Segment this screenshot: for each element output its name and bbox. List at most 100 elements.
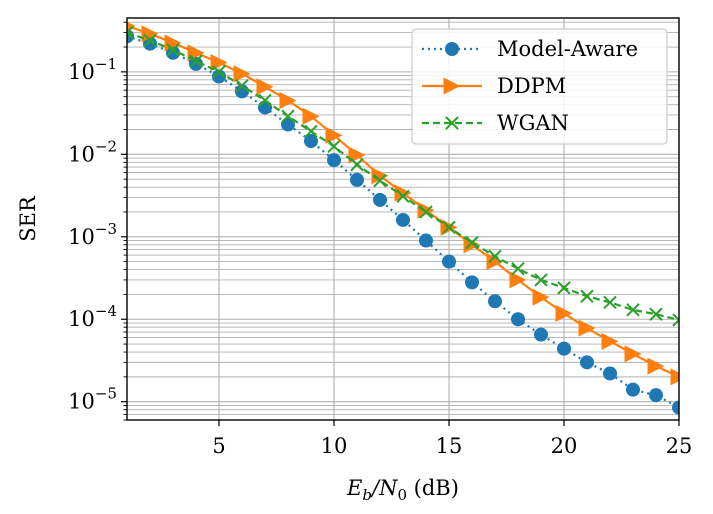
y-tick-label: 10−1: [68, 55, 117, 84]
data-point: [603, 366, 617, 381]
data-point-stroke: [419, 205, 433, 219]
data-point-stroke: [672, 318, 679, 327]
data-point: [325, 126, 343, 144]
data-point: [445, 116, 459, 130]
data-point-stroke: [465, 235, 479, 250]
data-point-stroke: [649, 307, 663, 321]
y-tick-exponent: −4: [95, 302, 117, 320]
data-point: [302, 107, 320, 125]
legend-label: Model-Aware: [497, 37, 638, 61]
data-point-stroke: [580, 289, 594, 303]
data-point: [670, 368, 679, 386]
data-point: [233, 65, 251, 83]
legend-label: DDPM: [497, 74, 566, 98]
y-tick-label: 10−2: [68, 137, 117, 166]
data-point-stroke: [488, 249, 502, 264]
data-point: [626, 382, 640, 397]
data-point: [373, 192, 387, 207]
series-layer: [127, 21, 679, 415]
data-point: [465, 235, 479, 250]
x-tick-label: 10: [321, 434, 348, 458]
data-point: [442, 220, 456, 235]
data-point-stroke: [127, 31, 134, 40]
data-point: [511, 312, 525, 327]
data-point-stroke: [281, 109, 295, 123]
data-point: [304, 124, 318, 139]
data-point-stroke: [127, 25, 134, 34]
data-point: [555, 304, 573, 322]
x-tick-label: 15: [436, 434, 463, 458]
legend-item: DDPM: [422, 74, 566, 98]
data-point: [557, 341, 571, 356]
legend-box: [411, 28, 668, 145]
x-label-zero: 0: [397, 486, 407, 504]
x-label-b: b: [362, 486, 372, 504]
data-point: [488, 294, 502, 309]
data-point: [141, 25, 159, 43]
data-point-stroke: [304, 124, 318, 139]
x-tick-label: 20: [551, 434, 578, 458]
data-point: [212, 65, 226, 79]
y-tick-base: 10: [68, 142, 95, 166]
data-point: [534, 327, 548, 342]
data-point-stroke: [212, 65, 226, 79]
y-tick-label: 10−5: [68, 385, 117, 414]
y-axis-label: SER: [16, 195, 40, 242]
data-point: [127, 21, 136, 31]
data-point: [419, 233, 433, 248]
data-point: [327, 153, 341, 168]
legend-label: WGAN: [497, 111, 569, 135]
data-point: [443, 77, 461, 95]
data-point: [532, 288, 550, 306]
data-point-stroke: [189, 54, 203, 68]
x-axis-label: Eb/N0 (dB): [346, 476, 459, 504]
data-point: [580, 355, 594, 370]
data-point-stroke: [557, 281, 571, 295]
data-point-stroke: [373, 173, 387, 188]
y-tick-label: 10−3: [68, 220, 117, 249]
data-point-stroke: [445, 116, 459, 130]
x-label-e: E: [346, 476, 362, 500]
data-point: [509, 271, 527, 289]
data-point: [442, 254, 456, 269]
data-point: [327, 139, 341, 154]
data-point: [419, 205, 433, 219]
data-point-stroke: [534, 273, 548, 287]
data-point-stroke: [235, 78, 249, 93]
y-tick-base: 10: [68, 60, 95, 84]
data-point: [189, 54, 203, 68]
data-point: [465, 275, 479, 290]
legend-item: WGAN: [422, 111, 569, 135]
data-point: [624, 345, 642, 363]
data-point: [649, 307, 663, 321]
data-point: [235, 78, 249, 93]
data-point: [534, 273, 548, 287]
y-tick-exponent: −2: [95, 137, 117, 155]
data-point: [279, 91, 297, 109]
data-point: [557, 281, 571, 295]
data-point: [672, 400, 679, 415]
data-point: [127, 25, 134, 40]
x-label-unit: (dB): [407, 476, 459, 500]
data-point-stroke: [143, 33, 157, 48]
data-point: [143, 36, 157, 51]
data-point: [601, 332, 619, 350]
data-point-stroke: [511, 262, 525, 276]
data-point: [394, 184, 412, 202]
data-point-stroke: [350, 157, 364, 172]
y-tick-base: 10: [68, 225, 95, 249]
data-point: [373, 173, 387, 188]
series-ddpm: [127, 21, 679, 386]
legend-item: Model-Aware: [422, 37, 638, 61]
data-point: [396, 212, 410, 227]
data-point: [603, 295, 617, 310]
x-label-slash: /N: [370, 476, 398, 500]
data-point-stroke: [258, 93, 272, 108]
data-point: [647, 357, 665, 375]
data-point: [166, 43, 180, 57]
data-point-stroke: [672, 313, 679, 322]
data-point: [371, 167, 389, 185]
data-point: [350, 172, 364, 187]
data-point: [350, 157, 364, 172]
